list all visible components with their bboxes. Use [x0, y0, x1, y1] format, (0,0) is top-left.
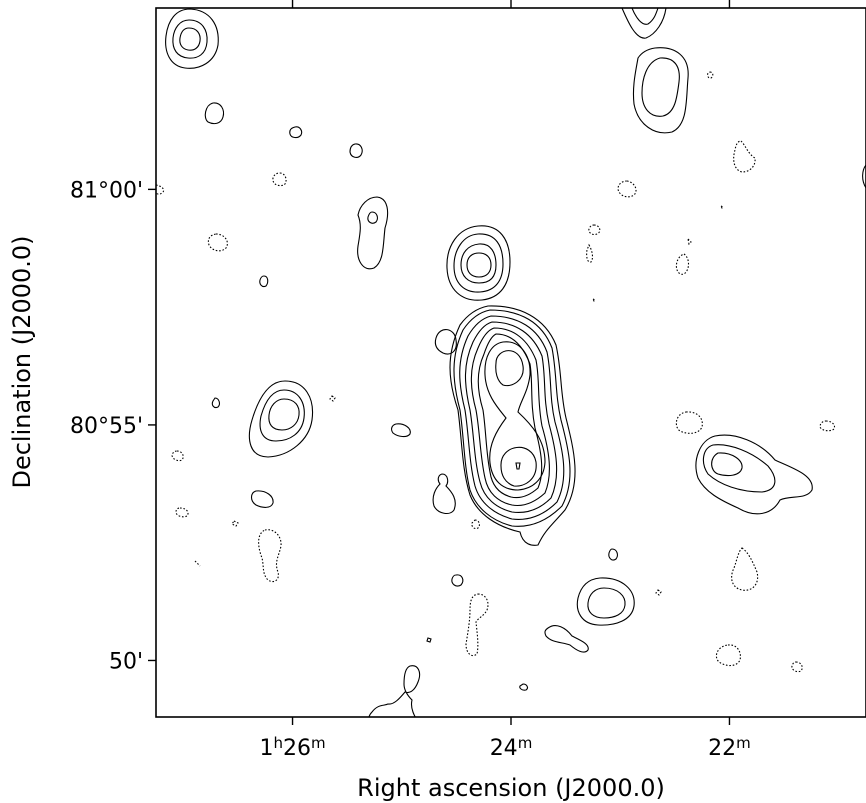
- contour: [349, 143, 363, 158]
- contour: [715, 644, 741, 667]
- contour: [248, 380, 314, 458]
- contour: [207, 233, 228, 252]
- contour: [367, 211, 378, 224]
- contour: [165, 8, 219, 69]
- negative-contours: [156, 71, 836, 673]
- contour: [733, 140, 756, 173]
- contour: [544, 625, 589, 653]
- contour: [211, 397, 220, 409]
- contour: [791, 661, 803, 673]
- contour: [515, 462, 521, 470]
- contour: [426, 637, 432, 643]
- contour: [631, 8, 659, 25]
- contour: [576, 577, 635, 626]
- contour: [231, 520, 239, 527]
- contour: [588, 224, 601, 236]
- contour: [175, 507, 189, 518]
- contour: [272, 172, 287, 187]
- contour: [702, 444, 776, 493]
- contour: [172, 19, 208, 59]
- contour: [587, 587, 626, 619]
- contour: [675, 411, 703, 434]
- x-tick-label: 24m: [490, 734, 533, 761]
- contour: [460, 243, 497, 284]
- west-source-contours: [248, 380, 314, 458]
- southeast-source-contours: [544, 577, 635, 653]
- contour: [862, 164, 866, 189]
- contour: [465, 593, 489, 657]
- north-top-source-contours: [621, 8, 689, 134]
- contour: [695, 434, 813, 515]
- contour: [484, 341, 546, 491]
- contour: [268, 398, 300, 431]
- contour: [449, 305, 576, 546]
- east-source-contours: [695, 434, 813, 515]
- y-tick-label: 80°55': [70, 414, 143, 439]
- contour: [617, 180, 637, 198]
- north-compact-source-contours: [446, 225, 511, 301]
- y-tick-label: 50': [109, 649, 143, 674]
- contour: [432, 473, 456, 515]
- contour: [495, 350, 524, 387]
- contour-layer: [156, 8, 866, 717]
- contour: [819, 420, 836, 432]
- x-axis-label: Right ascension (J2000.0): [357, 774, 665, 802]
- contour: [446, 225, 511, 301]
- contour: [470, 327, 550, 507]
- contour: [391, 423, 411, 438]
- small-positive-contours: [204, 102, 866, 717]
- contour: [453, 309, 571, 527]
- contour: [632, 47, 689, 134]
- axes: 1h26m 24m 22m 81°00' 80°55' 50': [70, 0, 751, 761]
- contour: [711, 452, 743, 477]
- contour: [591, 297, 596, 302]
- contour: [171, 450, 184, 462]
- contour: [675, 253, 690, 275]
- contour: [519, 683, 528, 691]
- contour: [289, 126, 303, 139]
- contour: [250, 490, 274, 508]
- contour: [258, 529, 282, 583]
- y-tick-label: 81°00': [70, 178, 143, 203]
- x-tick-label: 1h26m: [259, 734, 325, 761]
- contour: [179, 27, 201, 51]
- contour: [608, 548, 618, 561]
- contour: [586, 243, 594, 263]
- northwest-corner-source-contours: [165, 8, 219, 69]
- contour: [687, 237, 692, 246]
- contour: [655, 589, 662, 596]
- x-tick-label: 22m: [708, 734, 751, 761]
- contour: [641, 57, 680, 117]
- contour: [453, 233, 504, 293]
- contour: [329, 395, 336, 402]
- contour: [731, 547, 759, 591]
- contour: [434, 329, 457, 355]
- contour: [719, 204, 724, 209]
- contour: [707, 71, 714, 79]
- contour: [368, 665, 421, 717]
- contour: [357, 196, 389, 270]
- contour: [259, 275, 269, 288]
- contour: [477, 333, 543, 499]
- contour: [194, 560, 201, 567]
- contour: [156, 184, 165, 195]
- contour: [471, 519, 480, 530]
- contour: [451, 574, 464, 587]
- contour: [204, 102, 225, 125]
- y-axis-label: Declination (J2000.0): [8, 235, 36, 488]
- contour: [259, 389, 305, 442]
- contour: [464, 321, 558, 514]
- plot-frame: [155, 7, 866, 718]
- contour: [500, 446, 537, 487]
- contour: [459, 315, 565, 520]
- contour: [621, 8, 667, 39]
- contour: [466, 252, 492, 278]
- main-source-contours: [434, 305, 576, 546]
